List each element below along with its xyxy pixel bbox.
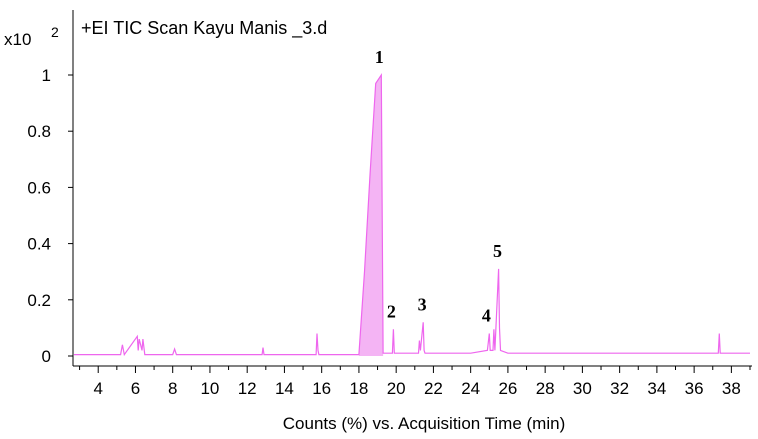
peak-label-2: 2	[387, 301, 396, 321]
main-peak-fill	[358, 75, 384, 356]
y-tick-label: 0.8	[27, 122, 51, 141]
x-tick-label: 36	[685, 379, 704, 398]
peak-label-3: 3	[418, 294, 427, 314]
peak-label-5: 5	[493, 241, 502, 261]
y-tick-label: 0.6	[27, 178, 51, 197]
y-tick-label: 1	[42, 66, 51, 85]
x-tick-label: 22	[424, 379, 443, 398]
chart-title: +EI TIC Scan Kayu Manis _3.d	[81, 18, 327, 39]
y-tick-label: 0.2	[27, 291, 51, 310]
x-tick-label: 20	[387, 379, 406, 398]
x-tick-label: 34	[647, 379, 666, 398]
y-tick-label: 0.4	[27, 235, 51, 254]
x-tick-label: 8	[168, 379, 177, 398]
x-tick-label: 30	[573, 379, 592, 398]
x-tick-label: 14	[275, 379, 294, 398]
y-multiplier-base: x10	[4, 30, 31, 49]
y-multiplier-exponent: 2	[51, 24, 59, 40]
x-axis-label: Counts (%) vs. Acquisition Time (min)	[283, 414, 565, 433]
x-tick-label: 18	[349, 379, 368, 398]
x-tick-label: 12	[238, 379, 257, 398]
x-tick-label: 4	[93, 379, 102, 398]
x-tick-label: 10	[200, 379, 219, 398]
y-tick-label: 0	[42, 347, 51, 366]
peak-label-4: 4	[482, 306, 491, 326]
x-tick-label: 32	[610, 379, 629, 398]
x-tick-label: 28	[536, 379, 555, 398]
x-tick-label: 6	[131, 379, 140, 398]
x-tick-label: 16	[312, 379, 331, 398]
x-tick-label: 24	[461, 379, 480, 398]
peak-label-1: 1	[375, 47, 384, 67]
plot-area: 00.20.40.60.814 6 8 10 12 14 16 18 20 22 24 26 28 30 3…	[27, 10, 752, 398]
x-tick-label: 38	[722, 379, 741, 398]
x-tick-label: 26	[498, 379, 517, 398]
tic-trace-line	[74, 73, 750, 357]
